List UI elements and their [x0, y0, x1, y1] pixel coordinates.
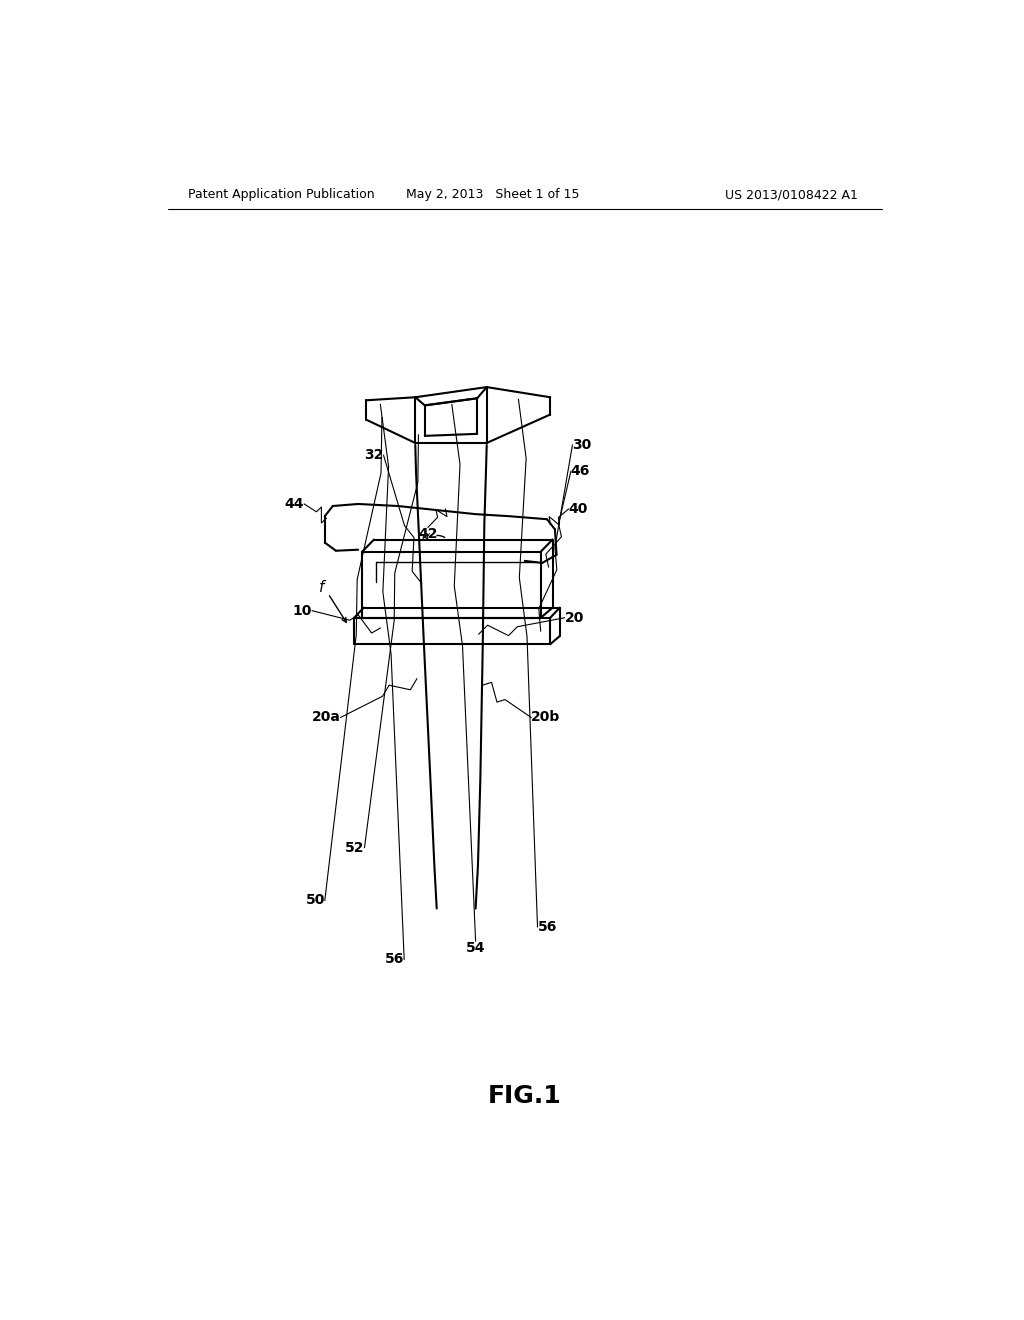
- Text: 40: 40: [568, 502, 588, 516]
- Text: 50: 50: [305, 894, 325, 907]
- Text: 52: 52: [345, 841, 365, 854]
- Text: 20: 20: [564, 611, 584, 624]
- Text: 10: 10: [293, 603, 312, 618]
- Text: 56: 56: [538, 920, 557, 933]
- Text: 42: 42: [418, 528, 437, 541]
- Text: Patent Application Publication: Patent Application Publication: [187, 189, 374, 202]
- Text: $\alpha$: $\alpha$: [421, 529, 431, 543]
- Text: f: f: [318, 579, 325, 595]
- Text: May 2, 2013   Sheet 1 of 15: May 2, 2013 Sheet 1 of 15: [407, 189, 580, 202]
- Text: 46: 46: [570, 465, 590, 478]
- Text: 32: 32: [365, 449, 384, 462]
- Text: 30: 30: [572, 438, 592, 451]
- Text: 20a: 20a: [312, 710, 341, 725]
- Text: US 2013/0108422 A1: US 2013/0108422 A1: [725, 189, 858, 202]
- Text: 20b: 20b: [531, 710, 560, 725]
- Text: 54: 54: [466, 941, 485, 956]
- Text: FIG.1: FIG.1: [487, 1084, 562, 1107]
- Text: 56: 56: [385, 952, 404, 966]
- Text: 44: 44: [285, 496, 304, 511]
